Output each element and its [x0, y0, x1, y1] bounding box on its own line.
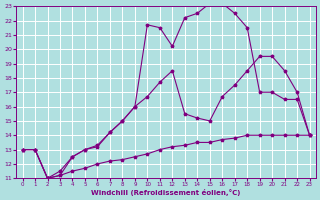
X-axis label: Windchill (Refroidissement éolien,°C): Windchill (Refroidissement éolien,°C)	[92, 189, 241, 196]
